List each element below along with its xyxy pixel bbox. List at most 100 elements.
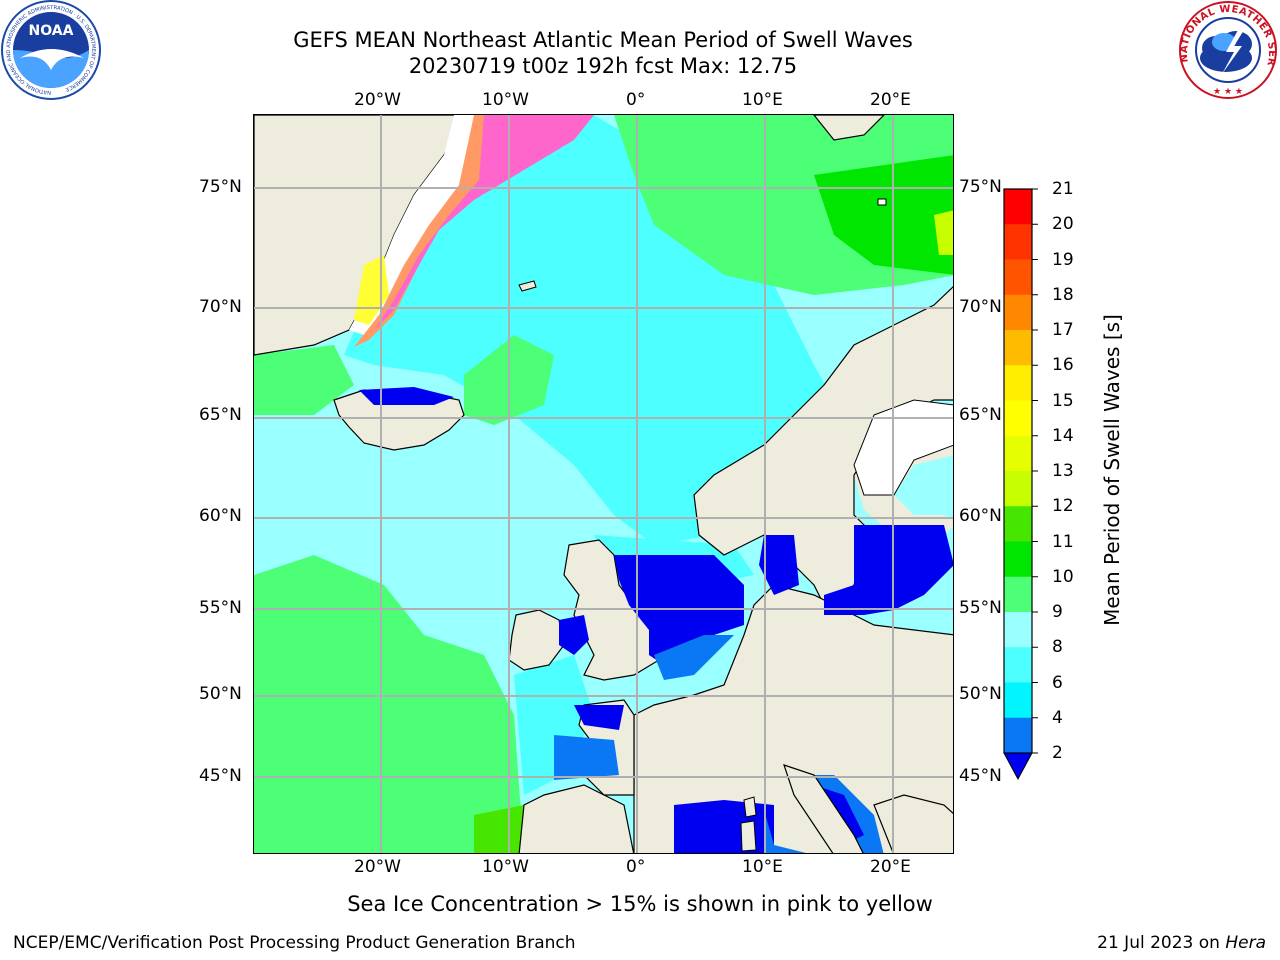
footer-date: 21 Jul 2023 on Hera	[1097, 932, 1266, 954]
colorbar-tick-label: 9	[1052, 602, 1063, 622]
ocean-baltic	[824, 525, 953, 615]
lat-label-left-70n: 70°N	[199, 297, 242, 317]
colorbar-label: Mean Period of Swell Waves [s]	[1100, 314, 1124, 626]
lat-label-right-65n: 65°N	[959, 405, 1002, 425]
lon-label-top-10e: 10°E	[742, 90, 783, 110]
lat-label-left-60n: 60°N	[199, 506, 242, 526]
footer-date-text: 21 Jul 2023 on	[1097, 933, 1226, 953]
colorbar-tick-label: 20	[1052, 214, 1074, 235]
lon-label-bottom-0: 0°	[626, 857, 646, 877]
ocean-green-dark-north	[814, 155, 953, 275]
lon-label-top-20w: 20°W	[354, 90, 401, 110]
svg-text:★ ★ ★: ★ ★ ★	[1213, 87, 1243, 97]
land-finland-white	[853, 399, 953, 496]
map-panel	[253, 114, 954, 854]
chart-subtitle: 20230719 t00z 192h fcst Max: 12.75	[408, 54, 798, 78]
lat-label-right-45n: 45°N	[959, 766, 1002, 786]
colorbar-segment	[1004, 435, 1032, 472]
colorbar-tick-label: 12	[1052, 496, 1074, 517]
colorbar-tick-label: 8	[1052, 637, 1063, 658]
ocean-green-patch-2	[254, 345, 354, 415]
colorbar-segment	[1004, 330, 1032, 366]
colorbar	[1003, 188, 1038, 781]
land-svalbard	[813, 115, 885, 141]
ocean-yellowgreen	[934, 210, 953, 255]
footer-host: Hera	[1225, 933, 1266, 953]
ocean-bay-north	[574, 705, 624, 730]
colorbar-segment	[1004, 224, 1032, 260]
colorbar-segment	[1004, 682, 1032, 719]
lat-label-left-75n: 75°N	[199, 177, 242, 197]
colorbar-tick-label: 17	[1052, 320, 1074, 340]
noaa-logo: NOAA NATIONAL OCEANIC AND ATMOSPHERIC AD…	[1, 0, 101, 100]
ocean-band-mid	[344, 115, 854, 545]
colorbar-tick-label: 14	[1052, 425, 1074, 446]
lon-label-bottom-10w: 10°W	[482, 857, 529, 877]
colorbar-segment	[1004, 576, 1032, 613]
colorbar-tick-label: 21	[1052, 179, 1074, 199]
map-svg	[254, 115, 953, 853]
lat-label-left-65n: 65°N	[199, 405, 242, 425]
noaa-logo-text: NOAA	[29, 23, 74, 39]
lat-label-left-45n: 45°N	[199, 766, 242, 786]
colorbar-segment	[1004, 365, 1032, 401]
lon-label-top-0: 0°	[626, 90, 646, 110]
colorbar-segment	[1004, 471, 1032, 507]
lat-label-right-70n: 70°N	[959, 297, 1002, 317]
lon-label-bottom-20w: 20°W	[354, 857, 401, 877]
land-sardinia	[740, 820, 757, 852]
colorbar-tick-label: 10	[1052, 566, 1074, 587]
ocean-skagerrak	[759, 535, 799, 595]
gridlines	[254, 115, 953, 853]
land-ireland	[508, 609, 565, 671]
colorbar-segment	[1004, 506, 1032, 542]
colorbar-segment	[1004, 189, 1032, 225]
colorbar-tick-label: 13	[1052, 461, 1074, 481]
colorbar-tick-label: 11	[1052, 531, 1074, 552]
land-italy	[783, 764, 864, 853]
colorbar-tick-label: 15	[1052, 390, 1074, 411]
colorbar-tick-label: 4	[1052, 707, 1063, 728]
land-corsica	[743, 796, 757, 818]
colorbar-segment	[1004, 541, 1032, 578]
colorbar-tick-label: 2	[1052, 743, 1063, 763]
lat-label-right-60n: 60°N	[959, 506, 1002, 526]
lon-label-bottom-20e: 20°E	[870, 857, 911, 877]
lon-label-top-10w: 10°W	[482, 90, 529, 110]
colorbar-segment	[1004, 294, 1032, 331]
colorbar-tick-label: 19	[1052, 249, 1074, 270]
colorbar-segment	[1004, 400, 1032, 437]
ocean-green-south	[254, 555, 524, 853]
ocean-channel	[654, 635, 734, 680]
ocean-irish-sea	[559, 615, 589, 655]
lon-label-top-20e: 20°E	[870, 90, 911, 110]
ocean-tyrrhenian	[764, 810, 806, 853]
ocean-iceland-north	[359, 387, 454, 405]
lon-label-bottom-10e: 10°E	[742, 857, 783, 877]
lat-label-right-50n: 50°N	[959, 684, 1002, 704]
colorbar-tick-label: 6	[1052, 672, 1063, 693]
colorbar-extension	[1003, 752, 1033, 781]
lat-label-right-75n: 75°N	[959, 177, 1002, 197]
lat-label-left-55n: 55°N	[199, 598, 242, 618]
nws-logo: NATIONAL WEATHER SERVICE ★ ★ ★	[1176, 0, 1277, 99]
colorbar-segment	[1004, 647, 1032, 683]
ocean-green-south-dark	[474, 805, 524, 853]
colorbar-segment	[1004, 612, 1032, 648]
sea-ice-pink	[374, 115, 594, 330]
ocean-bay-biscay	[554, 735, 619, 780]
chart-title: GEFS MEAN Northeast Atlantic Mean Period…	[293, 28, 913, 52]
ocean-mediterranean-west	[674, 800, 774, 853]
land-jan-mayen	[518, 280, 537, 292]
colorbar-tick-label: 18	[1052, 284, 1074, 305]
colorbar-tick-label: 16	[1052, 355, 1074, 376]
lat-label-left-50n: 50°N	[199, 684, 242, 704]
colorbar-segment	[1004, 259, 1032, 296]
land-iberia	[518, 784, 635, 853]
land-bear-island	[877, 198, 887, 206]
ocean-cyan-shelf	[514, 655, 594, 795]
lat-label-right-55n: 55°N	[959, 598, 1002, 618]
sea-ice-caption: Sea Ice Concentration > 15% is shown in …	[347, 892, 933, 916]
colorbar-segment	[1004, 717, 1032, 754]
footer-credit: NCEP/EMC/Verification Post Processing Pr…	[13, 933, 576, 953]
